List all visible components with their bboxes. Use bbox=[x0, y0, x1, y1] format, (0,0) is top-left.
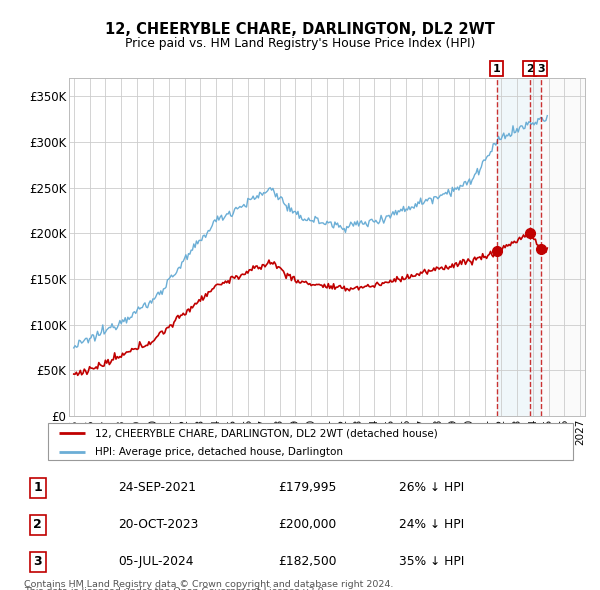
Text: 26% ↓ HPI: 26% ↓ HPI bbox=[400, 481, 464, 494]
Text: 3: 3 bbox=[34, 555, 42, 568]
Text: £182,500: £182,500 bbox=[278, 555, 337, 568]
Text: 24% ↓ HPI: 24% ↓ HPI bbox=[400, 518, 464, 531]
Text: 20-OCT-2023: 20-OCT-2023 bbox=[118, 518, 198, 531]
Text: 35% ↓ HPI: 35% ↓ HPI bbox=[400, 555, 465, 568]
Text: 3: 3 bbox=[537, 64, 545, 74]
Text: 1: 1 bbox=[493, 64, 501, 74]
Text: 1: 1 bbox=[34, 481, 42, 494]
Text: Contains HM Land Registry data © Crown copyright and database right 2024.: Contains HM Land Registry data © Crown c… bbox=[24, 580, 394, 589]
Text: 2: 2 bbox=[526, 64, 533, 74]
Text: HPI: Average price, detached house, Darlington: HPI: Average price, detached house, Darl… bbox=[95, 447, 343, 457]
Text: 05-JUL-2024: 05-JUL-2024 bbox=[118, 555, 193, 568]
Bar bbox=[541, 78, 585, 416]
Text: 2: 2 bbox=[34, 518, 42, 531]
Text: This data is licensed under the Open Government Licence v3.0.: This data is licensed under the Open Gov… bbox=[24, 587, 326, 590]
Text: £200,000: £200,000 bbox=[278, 518, 336, 531]
Bar bbox=[497, 78, 541, 416]
Bar bbox=[541, 78, 585, 416]
Text: Price paid vs. HM Land Registry's House Price Index (HPI): Price paid vs. HM Land Registry's House … bbox=[125, 37, 475, 50]
Text: 24-SEP-2021: 24-SEP-2021 bbox=[118, 481, 196, 494]
Text: 12, CHEERYBLE CHARE, DARLINGTON, DL2 2WT: 12, CHEERYBLE CHARE, DARLINGTON, DL2 2WT bbox=[105, 22, 495, 37]
FancyBboxPatch shape bbox=[48, 423, 573, 460]
Text: 12, CHEERYBLE CHARE, DARLINGTON, DL2 2WT (detached house): 12, CHEERYBLE CHARE, DARLINGTON, DL2 2WT… bbox=[95, 428, 438, 438]
Text: £179,995: £179,995 bbox=[278, 481, 336, 494]
